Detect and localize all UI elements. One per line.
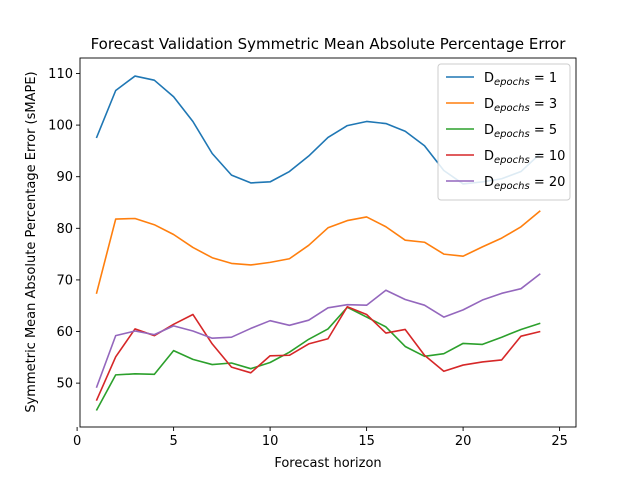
x-tick-label: 20 <box>455 434 472 449</box>
y-tick-label: 70 <box>56 273 73 288</box>
y-tick-label: 110 <box>48 67 73 82</box>
legend-box <box>437 63 571 201</box>
y-axis-title: Symmetric Mean Absolute Percentage Error… <box>24 71 39 412</box>
legend-label-4: Depochs = 10 <box>484 149 565 166</box>
x-tick-label: 10 <box>262 434 279 449</box>
legend-label-1: Depochs = 1 <box>484 71 557 88</box>
plot-area <box>79 57 577 428</box>
y-tick-label: 50 <box>56 377 73 392</box>
plot-frame <box>79 57 577 428</box>
x-tick-label: 0 <box>73 434 81 449</box>
x-axis-title: Forecast horizon <box>274 456 381 471</box>
legend-label-3: Depochs = 5 <box>484 123 557 140</box>
y-axis: 50 60 70 80 90 100 110 <box>48 67 80 392</box>
x-tick-label: 5 <box>169 434 177 449</box>
legend: Depochs = 1 Depochs = 3 Depochs = 5 Depochs… <box>437 63 571 201</box>
y-tick-label: 80 <box>56 222 73 237</box>
y-tick-label: 60 <box>56 325 73 340</box>
series-line-2 <box>95 210 541 295</box>
y-tick-label: 100 <box>48 119 73 134</box>
legend-label-5: Depochs = 20 <box>484 175 565 192</box>
y-tick-label: 90 <box>56 170 73 185</box>
x-tick-label: 25 <box>551 434 568 449</box>
series-line-3 <box>95 306 541 411</box>
series-line-4 <box>95 305 541 402</box>
x-tick-label: 15 <box>358 434 375 449</box>
chart-title: Forecast Validation Symmetric Mean Absol… <box>91 35 567 53</box>
series-line-5 <box>95 273 541 389</box>
legend-label-2: Depochs = 3 <box>484 97 557 114</box>
x-axis: 0 5 10 15 20 25 <box>73 427 568 449</box>
